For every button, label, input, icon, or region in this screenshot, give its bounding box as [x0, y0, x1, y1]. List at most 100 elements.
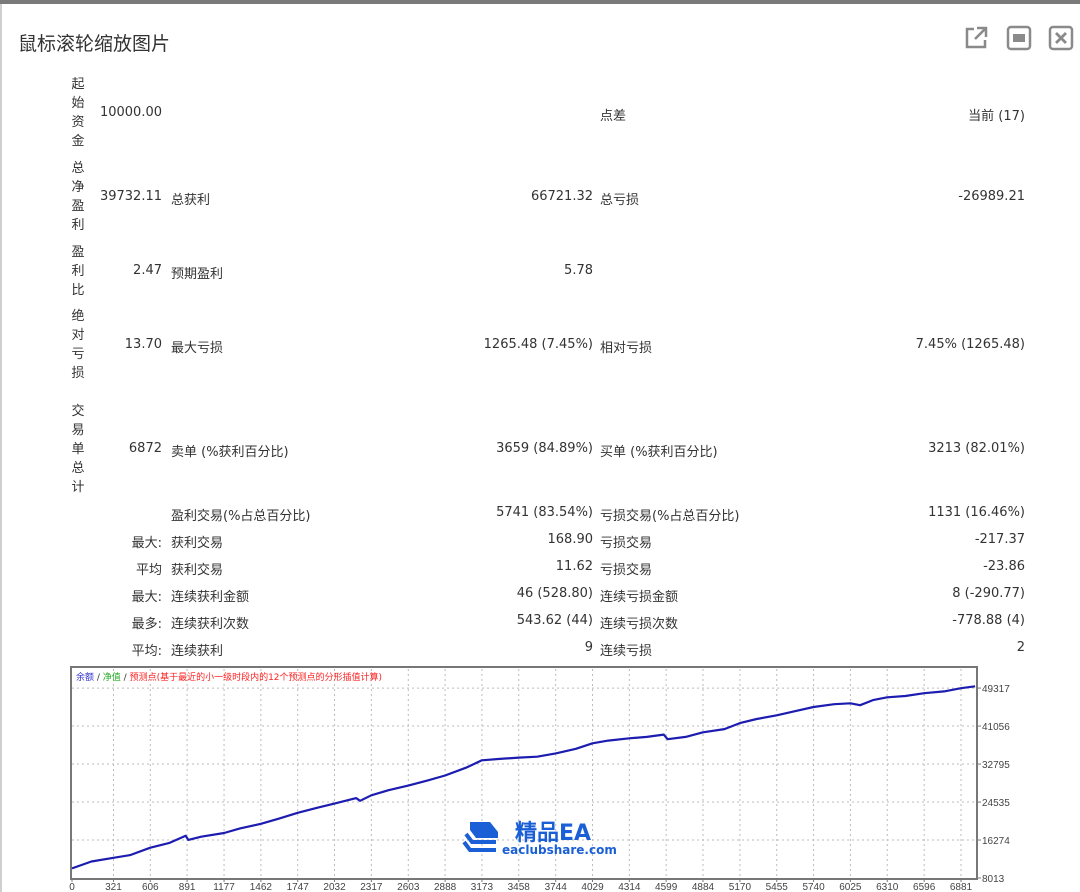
metric-value: 7.45% (1265.48) — [915, 337, 1025, 352]
metric-label: 总获利 — [171, 193, 211, 208]
legend-entry: / — [94, 673, 103, 683]
dialog-left-border — [0, 4, 2, 892]
row-label: 绝对亏损 — [71, 309, 85, 381]
metric-label: 卖单 (%获利百分比) — [171, 445, 289, 460]
metric-label: 总亏损 — [600, 193, 640, 208]
legend-entry: / — [121, 673, 130, 683]
row-value: 13.70 — [124, 337, 162, 352]
close-button[interactable] — [1048, 25, 1074, 51]
chart-legend: 余额 / 净值 / 预测点(基于最近的小一级时段内的12个预测点的分形插值计算) — [76, 671, 382, 683]
legend-entry: 净值 — [103, 671, 121, 683]
close-icon — [1048, 25, 1074, 51]
legend-entry: 余额 — [76, 671, 94, 683]
metric-value: -23.86 — [983, 559, 1025, 574]
metric-label: 最大亏损 — [171, 341, 224, 356]
row-label: 总净盈利 — [71, 161, 85, 233]
x-tick-label: 606 — [142, 882, 159, 892]
balance-line — [71, 685, 976, 870]
y-tick-label: 16274 — [982, 836, 1010, 847]
x-tick-label: 3173 — [471, 882, 494, 892]
metric-value: 8 (-290.77) — [952, 586, 1025, 601]
metric-label: 亏损交易 — [600, 536, 653, 551]
y-tick-label: 32795 — [982, 760, 1010, 771]
metric-label: 连续亏损 — [600, 644, 653, 659]
y-tick-label: 41056 — [982, 722, 1010, 733]
row-label: 起始资金 — [71, 77, 85, 149]
x-tick-label: 6881 — [950, 882, 973, 892]
watermark-name: 精品EA — [515, 821, 592, 846]
x-tick-label: 6596 — [913, 882, 936, 892]
metric-value: 543.62 (44) — [516, 613, 593, 628]
x-tick-label: 1177 — [213, 882, 235, 892]
x-tick-label: 5455 — [766, 882, 789, 892]
row-value: 6872 — [128, 441, 162, 456]
open-external-icon — [965, 26, 988, 49]
watermark-url: eaclubshare.com — [502, 843, 617, 857]
x-tick-label: 2032 — [323, 882, 346, 892]
metric-label: 获利交易 — [171, 563, 224, 578]
row-prefix: 平均 — [135, 563, 162, 578]
x-tick-label: 891 — [179, 882, 196, 892]
x-tick-label: 4029 — [581, 882, 604, 892]
open-external-button[interactable] — [963, 25, 989, 51]
book-stack-icon — [462, 822, 498, 852]
metric-label: 连续获利次数 — [171, 617, 250, 632]
metric-value: 1265.48 (7.45%) — [483, 337, 593, 352]
row-prefix: 最多: — [131, 617, 162, 632]
x-tick-label: 1462 — [250, 882, 273, 892]
x-tick-label: 2603 — [397, 882, 420, 892]
metric-value: 11.62 — [555, 559, 593, 574]
metric-value: 3659 (84.89%) — [496, 441, 593, 456]
metric-label: 点差 — [600, 109, 627, 124]
metric-value: 5741 (83.54%) — [496, 505, 593, 520]
metric-value: 9 — [584, 640, 593, 655]
metric-label: 连续获利金额 — [171, 590, 250, 605]
metric-value: 168.90 — [547, 532, 594, 547]
x-tick-label: 4599 — [655, 882, 678, 892]
x-tick-label: 2888 — [434, 882, 457, 892]
y-tick-label: 8013 — [982, 874, 1005, 885]
x-tick-label: 321 — [105, 882, 122, 892]
metric-value: 66721.32 — [530, 189, 593, 204]
metric-value: 5.78 — [564, 263, 593, 278]
row-value: 10000.00 — [99, 105, 162, 120]
metric-label: 买单 (%获利百分比) — [600, 445, 718, 460]
x-tick-label: 5740 — [802, 882, 825, 892]
dialog-title: 鼠标滚轮缩放图片 — [18, 33, 171, 55]
y-tick-label: 24535 — [982, 798, 1010, 809]
metric-label: 预期盈利 — [171, 267, 224, 282]
metric-value: -217.37 — [974, 532, 1025, 547]
x-tick-label: 3458 — [508, 882, 531, 892]
row-prefix: 最大: — [131, 536, 162, 551]
x-tick-label: 3744 — [545, 882, 568, 892]
metric-label: 连续获利 — [171, 644, 224, 659]
metric-label: 盈利交易(%占总百分比) — [171, 509, 311, 524]
metric-value: 当前 (17) — [968, 109, 1025, 124]
x-tick-label: 6025 — [839, 882, 862, 892]
y-tick-label: 49317 — [982, 684, 1010, 695]
x-tick-label: 4884 — [692, 882, 715, 892]
row-prefix: 最大: — [131, 590, 162, 605]
x-tick-label: 2317 — [360, 882, 383, 892]
plot-area — [70, 666, 978, 880]
x-tick-label: 5170 — [729, 882, 752, 892]
row-prefix: 平均: — [131, 644, 162, 659]
metric-label: 连续亏损次数 — [600, 617, 679, 632]
row-value: 39732.11 — [99, 189, 162, 204]
metric-value: 1131 (16.46%) — [928, 505, 1025, 520]
x-tick-label: 1747 — [287, 882, 310, 892]
fit-screen-icon — [1006, 25, 1032, 51]
metric-label: 亏损交易 — [600, 563, 653, 578]
metric-value: -26989.21 — [958, 189, 1025, 204]
metric-label: 相对亏损 — [600, 341, 653, 356]
row-value: 2.47 — [133, 263, 162, 278]
metric-label: 获利交易 — [171, 536, 224, 551]
fit-screen-button[interactable] — [1006, 25, 1032, 51]
row-label: 盈利比 — [71, 244, 85, 298]
metric-label: 亏损交易(%占总百分比) — [600, 509, 740, 524]
x-tick-label: 4314 — [618, 882, 641, 892]
metric-label: 连续亏损金额 — [600, 590, 679, 605]
x-tick-label: 6310 — [876, 882, 899, 892]
row-label: 交易单总计 — [71, 403, 85, 495]
metric-value: 3213 (82.01%) — [928, 441, 1025, 456]
